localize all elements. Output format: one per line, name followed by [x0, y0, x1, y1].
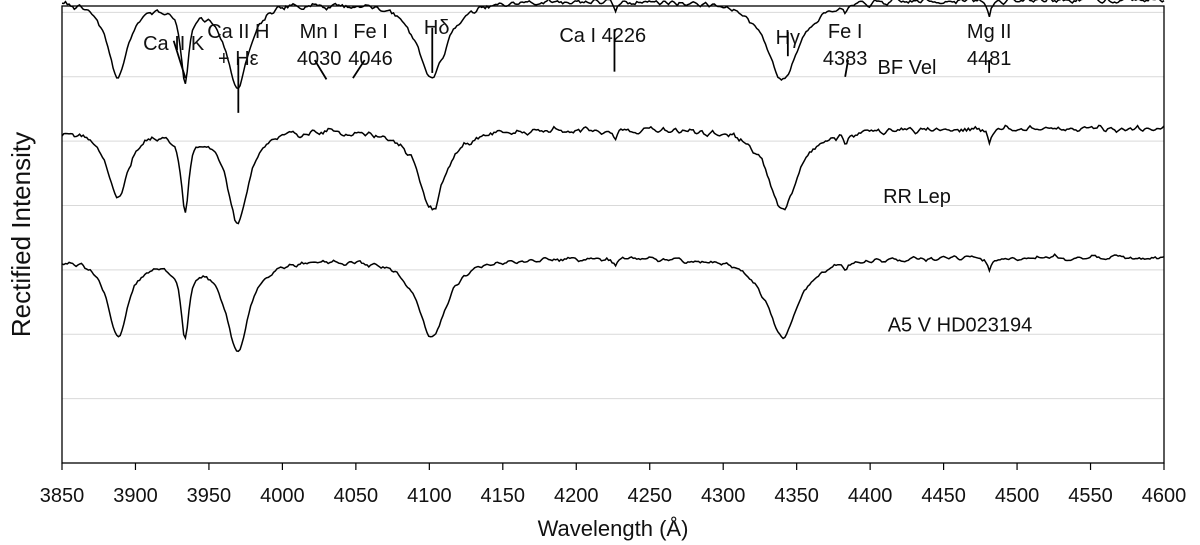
line-id: Mg II 4481: [967, 21, 1012, 73]
line-id-marker: [313, 59, 328, 80]
line-id-label: Mg II: [967, 21, 1011, 43]
x-tick-label: 3950: [187, 485, 232, 507]
x-tick-label: 4300: [701, 485, 746, 507]
x-tick-label: 4050: [334, 485, 379, 507]
line-id-label: Hδ: [424, 17, 450, 39]
x-axis-ticks: 3850 3900 3950 4000 4050 4100 4150 4200 4250 4300…: [40, 463, 1187, 507]
line-id: Ca II K: [143, 33, 205, 79]
line-id: Ca II H+ Hε: [207, 21, 269, 113]
x-tick-label: 4350: [774, 485, 819, 507]
x-tick-label: 3900: [113, 485, 158, 507]
line-id-label: 4030: [297, 48, 342, 70]
x-tick-label: 4200: [554, 485, 599, 507]
line-id-marker: [172, 40, 187, 79]
line-id-label: 4383: [823, 48, 868, 70]
line-id: Fe I 4046: [348, 21, 393, 79]
line-id: Hγ: [776, 27, 800, 57]
y-axis-title: Rectified Intensity: [6, 132, 36, 337]
line-id-label: Fe I: [353, 21, 387, 43]
line-id-label: Ca I 4226: [559, 25, 646, 47]
x-tick-label: 4600: [1142, 485, 1187, 507]
line-id-marker: [352, 59, 366, 79]
line-id-label: Mn I: [300, 21, 339, 43]
x-tick-label: 4100: [407, 485, 452, 507]
line-id: Fe I 4383: [823, 21, 868, 77]
x-tick-label: 3850: [40, 485, 85, 507]
x-tick-label: 4000: [260, 485, 305, 507]
x-tick-label: 4450: [921, 485, 966, 507]
line-id: Mn I 4030: [297, 21, 342, 80]
spectrum-line: [61, 253, 1165, 353]
series-label: BF Vel: [878, 57, 937, 79]
x-tick-label: 4400: [848, 485, 893, 507]
axes: [61, 5, 1165, 464]
plot-frame: [61, 5, 1165, 464]
x-tick-label: 4550: [1068, 485, 1113, 507]
line-id-label: 4481: [967, 48, 1012, 70]
x-tick-label: 4500: [995, 485, 1040, 507]
gridlines: [62, 11, 1164, 400]
line-id-label: Fe I: [828, 21, 862, 43]
line-id-label: 4046: [348, 48, 393, 70]
x-tick-label: 4150: [481, 485, 526, 507]
line-id-marker: [844, 59, 849, 77]
series-labels: BF Vel RR Lep A5 V HD023194: [878, 57, 1033, 336]
line-id-label: Ca II H: [207, 21, 269, 43]
x-tick-label: 4250: [627, 485, 672, 507]
spectrum-line: [61, 124, 1165, 225]
series-label: A5 V HD023194: [888, 315, 1033, 337]
line-id: Hδ: [424, 17, 450, 73]
line-id: Ca I 4226: [559, 25, 646, 72]
line-identifications: Ca II KCa II H+ Hε Mn I 4030 Fe I 4046 Hδ Ca I…: [143, 17, 1011, 113]
x-axis-title: Wavelength (Å): [538, 516, 689, 541]
series-label: RR Lep: [883, 186, 951, 208]
